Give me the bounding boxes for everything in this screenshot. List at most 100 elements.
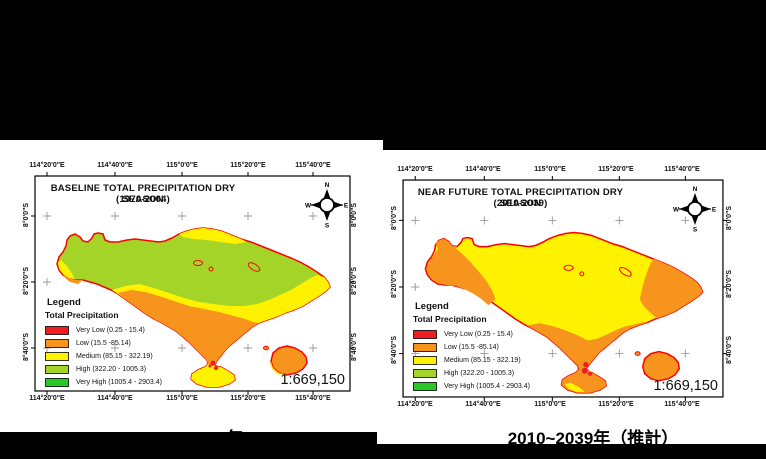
low-zone — [118, 290, 259, 366]
scale-text: 1:669,150 — [653, 378, 718, 394]
lon-label: 114°40'0"E — [97, 395, 133, 402]
compass-rose: N E S W — [305, 182, 349, 230]
near-future-map-canvas — [399, 176, 727, 401]
lon-label: 115°20'0"E — [230, 395, 266, 402]
tick-marks — [31, 172, 354, 395]
legend-item-label: High (322.20 - 1005.3) — [76, 366, 147, 373]
lon-label: 115°0'0"E — [534, 166, 566, 173]
lon-label: 115°20'0"E — [598, 401, 634, 408]
legend-swatch — [413, 343, 437, 352]
legend-item: Low (15.5 -85.14) — [413, 341, 530, 354]
legend-swatch — [45, 365, 69, 374]
very-low-spots — [581, 362, 592, 376]
lake — [563, 264, 574, 271]
map-frame — [34, 175, 351, 392]
lon-label: 114°20'0"E — [29, 395, 65, 402]
legend: Legend Total Precipitation Very Low (0.2… — [413, 301, 530, 393]
nusa-penida-island — [270, 345, 308, 376]
top-left-black-bar — [0, 0, 383, 140]
very-low-spots — [208, 360, 218, 370]
legend-swatch — [45, 339, 69, 348]
legend-item-label: Medium (85.15 - 322.19) — [444, 357, 521, 364]
legend-item-label: Low (15.5 -85.14) — [444, 344, 499, 351]
legend-item-label: Very Low (0.25 - 15.4) — [444, 331, 513, 338]
north-medium-strip — [179, 228, 247, 244]
compass-w: W — [305, 202, 312, 209]
lon-label: 115°0'0"E — [534, 401, 566, 408]
lat-label: 8°40'0"S — [23, 332, 30, 362]
lon-label: 114°40'0"E — [465, 166, 501, 173]
legend: Legend Total Precipitation Very Low (0.2… — [45, 297, 162, 389]
bukit-medium-blob — [564, 382, 585, 392]
lon-label: 114°40'0"E — [465, 401, 501, 408]
legend-swatch — [413, 369, 437, 378]
compass-n: N — [693, 186, 698, 193]
legend-swatch — [45, 352, 69, 361]
map-title: NEAR FUTURE TOTAL PRECIPITATION DRY SEAS… — [417, 187, 624, 209]
compass-rose: N E S W — [673, 186, 717, 234]
legend-item: Low (15.5 -85.14) — [45, 337, 162, 350]
legend-item-label: Very High (1005.4 - 2903.4) — [444, 383, 530, 390]
compass-e: E — [712, 206, 717, 213]
south-low-zone — [526, 322, 648, 372]
compass-n: N — [325, 182, 330, 189]
lat-label: 8°40'0"S — [391, 335, 398, 365]
lon-label: 115°40'0"E — [295, 395, 331, 402]
lat-label: 8°40'0"S — [351, 332, 358, 362]
lon-label: 115°40'0"E — [664, 401, 700, 408]
west-low-zone — [426, 241, 496, 306]
west-medium-sliver — [58, 260, 75, 279]
compass-s: S — [693, 227, 698, 234]
legend-title: Legend — [415, 301, 449, 312]
legend-swatch — [413, 330, 437, 339]
legend-subtitle: Total Precipitation — [413, 314, 487, 324]
legend-swatch — [45, 378, 69, 387]
lon-label: 114°20'0"E — [29, 162, 65, 169]
map-title: BASELINE TOTAL PRECIPITATION DRY SEASON — [50, 183, 236, 205]
legend-subtitle: Total Precipitation — [45, 310, 119, 320]
lat-label: 8°20'0"S — [726, 269, 733, 299]
lon-label: 115°20'0"E — [598, 166, 634, 173]
legend-item: Medium (85.15 - 322.19) — [45, 350, 162, 363]
top-right-black-bar — [383, 0, 766, 150]
lon-label: 115°0'0"E — [166, 395, 198, 402]
east-low-zone — [639, 258, 703, 319]
legend-item: Medium (85.15 - 322.19) — [413, 354, 530, 367]
legend-item-label: Medium (85.15 - 322.19) — [76, 353, 153, 360]
lon-label: 114°20'0"E — [397, 401, 433, 408]
map-frame — [402, 179, 724, 398]
legend-title: Legend — [47, 297, 81, 308]
legend-item-label: Low (15.5 -85.14) — [76, 340, 131, 347]
compass-e: E — [344, 202, 349, 209]
lat-label: 8°0'0"S — [726, 205, 733, 231]
legend-item: High (322.20 - 1005.3) — [45, 363, 162, 376]
west-low-sliver — [63, 274, 83, 284]
lake — [193, 260, 203, 266]
lake — [247, 262, 261, 272]
lake — [208, 266, 214, 272]
lat-label: 8°0'0"S — [23, 202, 30, 228]
lat-label: 8°0'0"S — [391, 205, 398, 231]
scale-text: 1:669,150 — [280, 372, 345, 388]
lat-label: 8°20'0"S — [391, 269, 398, 299]
lon-label: 115°40'0"E — [295, 162, 331, 169]
legend-item: High (322.20 - 1005.3) — [413, 367, 530, 380]
legend-item-label: Very High (1005.4 - 2903.4) — [76, 379, 162, 386]
lat-label: 8°0'0"S — [351, 202, 358, 228]
compass-w: W — [673, 206, 680, 213]
lat-label: 8°20'0"S — [351, 266, 358, 296]
legend-item-label: Very Low (0.25 - 15.4) — [76, 327, 145, 334]
lat-label: 8°40'0"S — [726, 335, 733, 365]
lat-label: 8°20'0"S — [23, 266, 30, 296]
legend-item: Very Low (0.25 - 15.4) — [413, 328, 530, 341]
legend-item: Very High (1005.4 - 2903.4) — [45, 376, 162, 389]
islet — [634, 351, 641, 356]
map-subtitle: (2010-2039) — [493, 198, 548, 209]
tick-marks — [399, 176, 727, 401]
nusa-penida-island — [641, 350, 681, 382]
map-subtitle: (1970-2004) — [116, 194, 170, 205]
lon-label: 114°20'0"E — [397, 166, 433, 173]
legend-item: Very High (1005.4 - 2903.4) — [413, 380, 530, 393]
compass-s: S — [325, 223, 330, 230]
